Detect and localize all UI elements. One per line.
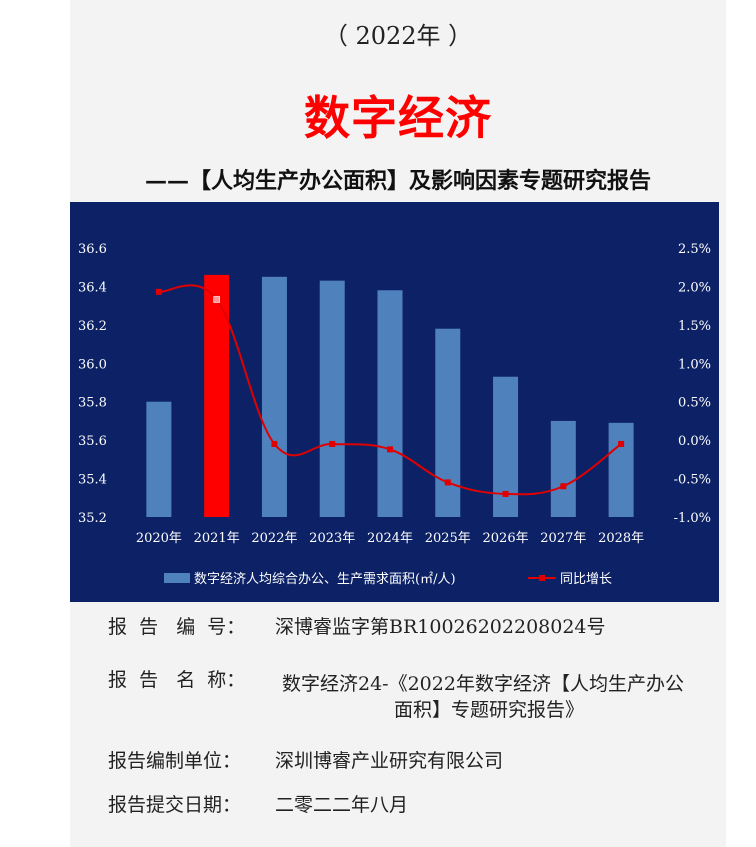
legend-line-label: 同比增长 — [560, 572, 612, 587]
report-org-label: 报告编制单位： — [108, 750, 242, 772]
y-left-tick-label: 35.6 — [78, 434, 107, 449]
growth-point-2020年 — [155, 288, 162, 295]
y-left-tick-label: 36.6 — [78, 242, 107, 257]
x-tick-label: 2024年 — [367, 531, 413, 546]
report-name-value-line1: 数字经济24-《2022年数字经济【人均生产办公 — [282, 673, 684, 695]
report-org-value: 深圳博睿产业研究有限公司 — [275, 750, 504, 772]
growth-point-2021年 — [213, 296, 220, 303]
bar-2021年 — [204, 274, 230, 517]
combo-chart: 35.2 35.4 35.6 35.8 36.0 36.2 36.4 36.6 -1.0% -0… — [78, 242, 711, 587]
y-left-tick-label: 36.2 — [78, 319, 107, 334]
growth-point-2028年 — [618, 440, 625, 447]
report-year: （ 2022年 ） — [323, 22, 473, 50]
growth-point-2023年 — [329, 440, 336, 447]
y-right-tick-label: 0.0% — [678, 434, 711, 449]
y-right-tick-label: 2.5% — [678, 242, 711, 257]
y-right-tick-label: 2.0% — [678, 280, 711, 295]
bar-2020年 — [146, 401, 172, 517]
y-left-tick-label: 36.4 — [78, 280, 107, 295]
report-number-label: 报 告 编 号： — [108, 616, 246, 638]
x-tick-label: 2028年 — [598, 531, 644, 546]
report-date-value: 二零二二年八月 — [275, 794, 409, 816]
x-tick-label: 2026年 — [483, 531, 529, 546]
report-title: 数字经济 — [304, 91, 492, 145]
y-right-tick-label: 1.0% — [678, 357, 711, 372]
bar-2028年 — [608, 422, 634, 517]
y-left-tick-label: 35.8 — [78, 396, 107, 411]
report-number-value: 深博睿监字第BR10026202208024号 — [275, 616, 606, 638]
y-right-tick-label: 0.5% — [678, 396, 711, 411]
growth-point-2024年 — [387, 446, 393, 453]
growth-point-2027年 — [560, 483, 567, 490]
bar-2025年 — [435, 328, 461, 517]
y-left-tick-label: 35.2 — [78, 511, 107, 526]
growth-point-2026年 — [502, 490, 509, 497]
y-left-tick-label: 36.0 — [78, 357, 107, 372]
legend-bar-swatch — [164, 573, 190, 583]
x-tick-label: 2027年 — [540, 531, 586, 546]
x-tick-label: 2021年 — [194, 531, 240, 546]
report-date-label: 报告提交日期： — [108, 794, 242, 816]
bar-2022年 — [261, 276, 287, 517]
y-right-tick-label: -0.5% — [674, 473, 711, 488]
growth-line — [158, 284, 622, 496]
bar-2024年 — [377, 290, 403, 517]
x-tick-label: 2023年 — [309, 531, 355, 546]
x-tick-label: 2020年 — [136, 531, 182, 546]
growth-point-2022年 — [271, 440, 278, 447]
x-tick-label: 2025年 — [425, 531, 471, 546]
growth-point-2025年 — [444, 479, 451, 486]
legend-line-marker — [539, 575, 545, 581]
report-name-value-line2: 面积】专题研究报告》 — [394, 699, 585, 721]
report-name-label: 报 告 名 称： — [108, 669, 246, 691]
y-right-tick-label: -1.0% — [674, 511, 711, 526]
bar-2023年 — [319, 280, 345, 517]
y-left-tick-label: 35.4 — [78, 473, 107, 488]
y-right-tick-label: 1.5% — [678, 319, 711, 334]
bar-2027年 — [550, 420, 576, 517]
x-tick-label: 2022年 — [251, 531, 297, 546]
report-cover: （ 2022年 ） 数字经济 ——【人均生产办公面积】及影响因素专题研究报告 3… — [70, 0, 726, 847]
report-subtitle: ——【人均生产办公面积】及影响因素专题研究报告 — [144, 168, 651, 194]
chart-panel: 35.2 35.4 35.6 35.8 36.0 36.2 36.4 36.6 -1.0% -0… — [70, 202, 719, 602]
legend-bar-label: 数字经济人均综合办公、生产需求面积(㎡/人) — [194, 572, 456, 587]
